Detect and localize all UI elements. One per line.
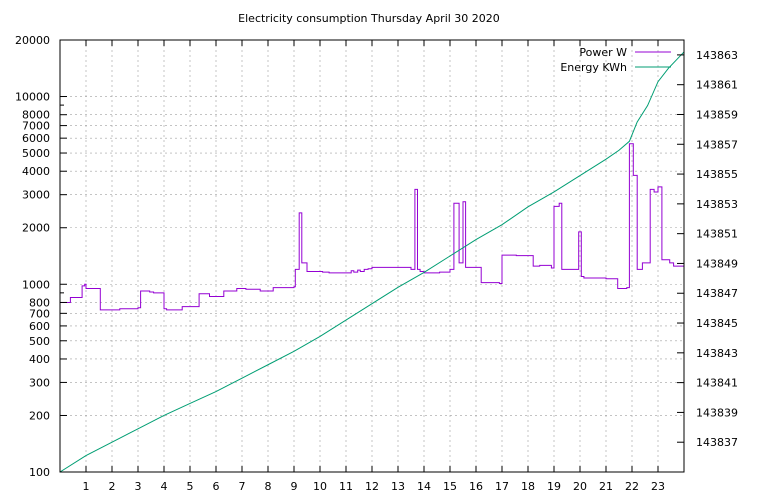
y2-tick-label: 143839: [696, 406, 738, 419]
y-tick-label: 400: [29, 353, 50, 366]
x-tick-label: 20: [573, 480, 587, 493]
y-tick-label: 500: [29, 335, 50, 348]
y2-tick-label: 143855: [696, 168, 738, 181]
grid-layer: [60, 40, 684, 472]
y-tick-label: 200: [29, 409, 50, 422]
x-tick-label: 4: [161, 480, 168, 493]
y2-tick-label: 143843: [696, 347, 738, 360]
x-tick-label: 22: [625, 480, 639, 493]
x-tick-label: 3: [135, 480, 142, 493]
x-tick-label: 23: [651, 480, 665, 493]
y2-tick-label: 143857: [696, 138, 738, 151]
x-tick-label: 6: [213, 480, 220, 493]
y2-tick-label: 143847: [696, 287, 738, 300]
y2-tick-label: 143851: [696, 228, 738, 241]
chart-title: Electricity consumption Thursday April 3…: [238, 12, 500, 25]
y-tick-label: 10000: [15, 91, 50, 104]
x-tick-label: 8: [265, 480, 272, 493]
x-tick-label: 2: [109, 480, 116, 493]
legend-label-power: Power W: [579, 46, 627, 59]
y-tick-label: 600: [29, 320, 50, 333]
y2-tick-label: 143861: [696, 79, 738, 92]
y-tick-label: 20000: [15, 34, 50, 47]
axis-layer: 1 2 3 4 5 6 7 8 9 10 11 12 13 14 15 16 17 18 19 20 21 22 23100…: [15, 34, 738, 493]
x-tick-label: 13: [391, 480, 405, 493]
y-tick-label: 7000: [22, 120, 50, 133]
y-tick-label: 4000: [22, 165, 50, 178]
y2-tick-label: 143841: [696, 377, 738, 390]
x-tick-label: 5: [187, 480, 194, 493]
x-tick-label: 12: [365, 480, 379, 493]
x-tick-label: 19: [547, 480, 561, 493]
y-tick-label: 800: [29, 296, 50, 309]
y-tick-label: 5000: [22, 147, 50, 160]
x-tick-label: 10: [313, 480, 327, 493]
y-tick-label: 2000: [22, 222, 50, 235]
x-tick-label: 1: [83, 480, 90, 493]
energy-series-line: [59, 51, 685, 473]
x-tick-label: 9: [291, 480, 298, 493]
series-layer: [59, 51, 685, 473]
y2-tick-label: 143845: [696, 317, 738, 330]
x-tick-label: 21: [599, 480, 613, 493]
x-tick-label: 16: [469, 480, 483, 493]
y-tick-label: 100: [29, 466, 50, 479]
x-tick-label: 15: [443, 480, 457, 493]
legend: Power W Energy KWh: [560, 46, 671, 74]
y-tick-label: 8000: [22, 109, 50, 122]
x-tick-label: 11: [339, 480, 353, 493]
y2-tick-label: 143863: [696, 49, 738, 62]
y2-tick-label: 143859: [696, 108, 738, 121]
y-tick-label: 6000: [22, 132, 50, 145]
y2-tick-label: 143837: [696, 436, 738, 449]
legend-label-energy: Energy KWh: [560, 61, 627, 74]
x-tick-label: 7: [239, 480, 246, 493]
x-tick-label: 18: [521, 480, 535, 493]
y2-tick-label: 143849: [696, 257, 738, 270]
y-tick-label: 700: [29, 307, 50, 320]
y-tick-label: 1000: [22, 278, 50, 291]
y2-tick-label: 143853: [696, 198, 738, 211]
y-tick-label: 3000: [22, 189, 50, 202]
power-series-line: [60, 143, 685, 311]
x-tick-label: 17: [495, 480, 509, 493]
y-tick-label: 300: [29, 376, 50, 389]
x-tick-label: 14: [417, 480, 431, 493]
